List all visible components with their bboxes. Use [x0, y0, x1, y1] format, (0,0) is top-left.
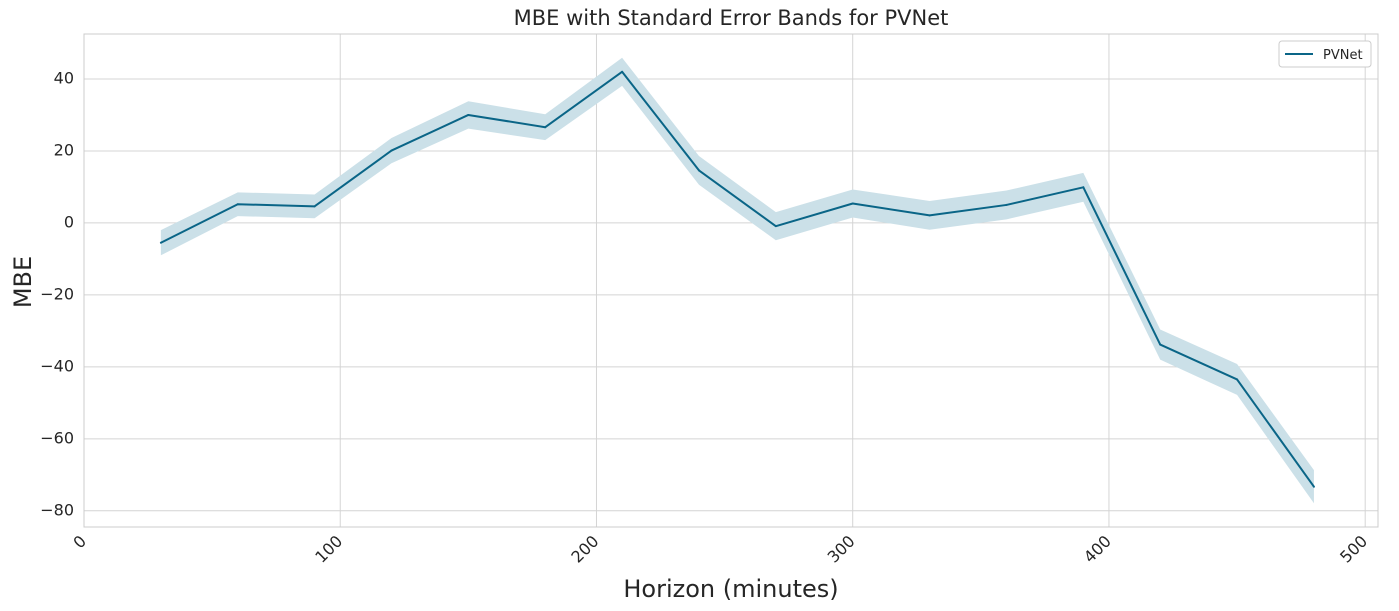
data-point-pvnet — [544, 126, 547, 129]
x-tick-label: 500 — [1336, 532, 1371, 567]
data-point-pvnet — [851, 202, 854, 205]
data-point-pvnet — [1236, 378, 1239, 381]
data-point-pvnet — [236, 203, 239, 206]
x-tick-labels: 0 100 200 300 400 500 — [69, 532, 1371, 567]
data-point-pvnet — [313, 205, 316, 208]
y-tick-labels: −80 −60 −40 −20 0 20 40 — [40, 68, 74, 519]
data-point-pvnet — [1159, 343, 1162, 346]
y-tick-label: −80 — [40, 500, 74, 519]
x-tick-label: 200 — [567, 532, 602, 567]
plot-area-border — [83, 33, 1379, 528]
axes-frame — [83, 33, 1379, 528]
legend-label-pvnet: PVNet — [1323, 48, 1363, 63]
data-point-pvnet — [467, 113, 470, 116]
x-tick-label: 100 — [311, 532, 346, 567]
grid-layer — [83, 34, 1378, 527]
x-axis-label: Horizon (minutes) — [623, 575, 838, 603]
y-tick-label: 40 — [54, 68, 74, 87]
x-tick-label: 300 — [824, 532, 859, 567]
y-tick-label: −40 — [40, 356, 74, 375]
y-tick-label: 20 — [54, 140, 74, 159]
data-point-pvnet — [1005, 203, 1008, 206]
y-tick-label: −20 — [40, 284, 74, 303]
x-tick-label: 0 — [69, 532, 90, 553]
data-point-pvnet — [621, 70, 624, 73]
band-layer — [160, 57, 1314, 504]
series-line-pvnet — [160, 70, 1315, 488]
data-point-pvnet — [774, 225, 777, 228]
y-tick-label: −60 — [40, 428, 74, 447]
data-point-pvnet — [928, 214, 931, 217]
data-point-pvnet — [697, 169, 700, 172]
y-axis-label: MBE — [9, 256, 37, 308]
chart-title: MBE with Standard Error Bands for PVNet — [514, 6, 949, 30]
data-point-pvnet — [1082, 186, 1085, 189]
x-tick-label: 400 — [1080, 532, 1115, 567]
legend: PVNet — [1278, 40, 1372, 68]
data-point-pvnet — [390, 149, 393, 152]
data-point-pvnet — [159, 241, 162, 244]
line-layer — [159, 70, 1315, 488]
legend-box — [1278, 40, 1372, 68]
y-tick-label: 0 — [64, 212, 74, 231]
data-point-pvnet — [1312, 485, 1315, 488]
error-band-pvnet — [160, 57, 1314, 504]
